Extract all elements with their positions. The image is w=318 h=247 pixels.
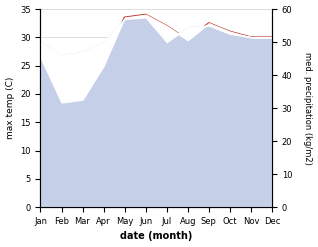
Y-axis label: max temp (C): max temp (C) bbox=[5, 77, 15, 139]
X-axis label: date (month): date (month) bbox=[120, 231, 192, 242]
Y-axis label: med. precipitation (kg/m2): med. precipitation (kg/m2) bbox=[303, 52, 313, 165]
